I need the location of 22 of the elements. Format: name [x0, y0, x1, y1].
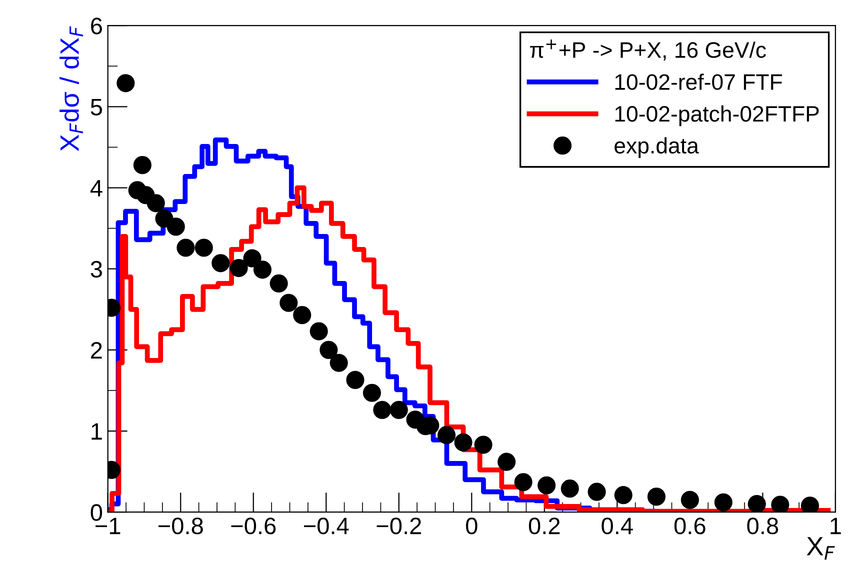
y-tick-label: 2	[91, 342, 102, 358]
x-tick-label: −0.6	[231, 518, 276, 534]
legend-label: exp.data	[614, 137, 699, 158]
x-tick-label: −0.8	[158, 518, 203, 534]
y-tick-label: 1	[92, 423, 102, 440]
x-tick-label: 0.8	[747, 518, 778, 534]
x-tick-label: 0.4	[602, 518, 633, 534]
y-tick-label: 5	[90, 99, 102, 116]
y-axis-title: X$_{F}$dσ / dX$_{F}$	[60, 26, 84, 152]
x-tick-label: 0.6	[674, 518, 706, 534]
x-axis-title: X$_{F}$	[806, 537, 835, 560]
y-tick-label: 6	[91, 18, 102, 34]
legend-title: π$^{+}$+P -> P+X, 16 GeV/c	[530, 39, 766, 61]
x-tick-label: 0.2	[528, 518, 560, 534]
legend-label: 10-02-ref-07 FTF	[615, 74, 782, 90]
y-tick-label: 3	[90, 260, 102, 278]
x-tick-label: −0.2	[376, 518, 422, 534]
legend-label: 10-02-patch-02FTFP	[615, 105, 819, 126]
x-tick-label: 0	[466, 518, 478, 534]
x-tick-label: 1	[830, 518, 841, 534]
y-tick-label: 4	[90, 180, 102, 196]
x-tick-label: −0.4	[304, 518, 349, 534]
